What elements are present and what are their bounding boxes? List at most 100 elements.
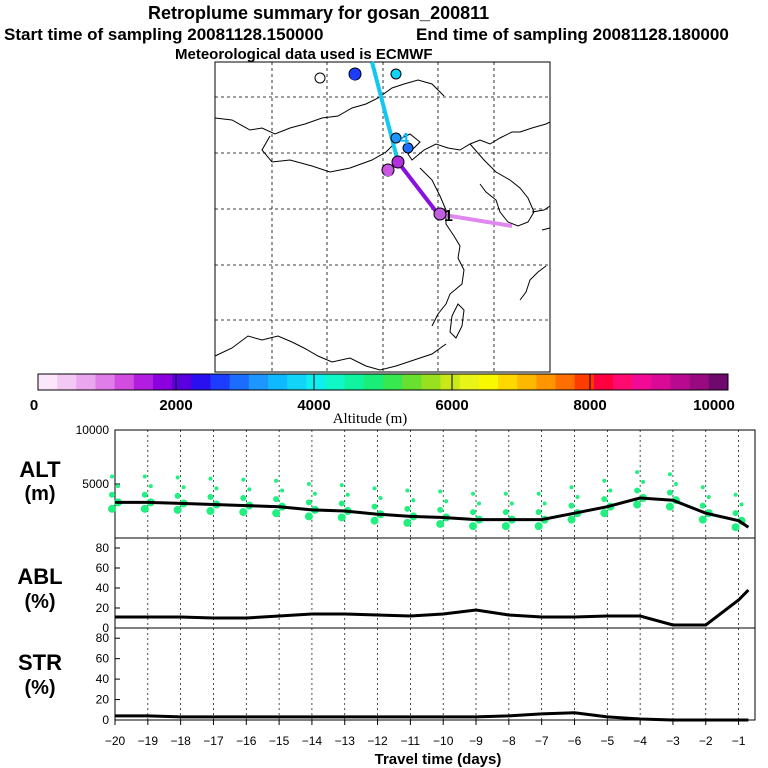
x-tick-label: −14 <box>302 734 323 748</box>
colorbar-cell <box>38 374 58 390</box>
alt-panel-unit: (m) <box>24 483 55 505</box>
alt-scatter-point <box>140 504 149 513</box>
x-tick-label: −9 <box>469 734 483 748</box>
alt-scatter-point <box>272 509 281 518</box>
trajectory-day-labels: 1 2 3 4 <box>350 67 453 225</box>
alt-scatter-point <box>699 502 706 509</box>
alt-scatter-point <box>535 509 542 516</box>
trajectory-marker <box>402 142 414 154</box>
colorbar-cell <box>459 374 480 390</box>
alt-scatter-point <box>608 488 613 493</box>
alt-scatter-point <box>509 501 514 506</box>
x-tick-label: −10 <box>433 734 454 748</box>
alt-scatter-point <box>700 485 705 490</box>
colorbar-cell <box>248 374 269 390</box>
x-tick-label: −8 <box>502 734 516 748</box>
trajectory-marker <box>348 67 362 81</box>
x-tick-label: −15 <box>269 734 290 748</box>
alt-scatter-point <box>673 482 678 486</box>
alt-scatter-point <box>601 496 608 503</box>
colorbar-cell <box>306 374 326 390</box>
alt-scatter-point <box>372 486 377 491</box>
colorbar-cell <box>536 374 556 390</box>
colorbar-cell <box>172 374 192 390</box>
alt-scatter-point <box>471 491 476 496</box>
x-tick-label: −3 <box>666 734 680 748</box>
alt-scatter-point <box>148 484 153 489</box>
alt-scatter-point <box>542 501 547 506</box>
abl-panel-unit: (%) <box>24 591 55 613</box>
colorbar-cell <box>689 374 710 390</box>
alt-scatter-point <box>306 482 311 486</box>
colorbar-tick-label: 2000 <box>159 397 192 414</box>
colorbar-cell <box>555 374 576 390</box>
x-tick-label: −6 <box>568 734 582 748</box>
alt-scatter-point <box>337 513 346 522</box>
colorbar-cell <box>498 374 518 390</box>
colorbar-label: Altitude (m) <box>333 411 408 427</box>
alt-scatter-point <box>503 491 508 496</box>
y-tick-label: 0 <box>102 713 109 727</box>
end-time-label: End time of sampling 20081128.180000 <box>416 25 729 44</box>
alt-scatter-point <box>241 477 246 482</box>
alt-scatter-point <box>568 502 575 509</box>
coastlines <box>214 79 551 371</box>
map-panel: 1 2 3 4 <box>214 61 551 373</box>
alt-scatter-point <box>142 474 147 479</box>
alt-scatter-point <box>110 474 114 479</box>
alt-scatter-point <box>665 502 674 511</box>
y-tick-label: 80 <box>96 631 110 645</box>
colorbar-cell <box>363 374 384 390</box>
colorbar-cell <box>76 374 96 390</box>
map-gridlines <box>215 62 550 372</box>
alt-scatter-point <box>666 489 673 496</box>
colorbar-cell <box>383 374 403 390</box>
colorbar-cell <box>114 374 135 390</box>
colorbar-cell <box>229 374 250 390</box>
y-tick-label: 20 <box>96 693 110 707</box>
trajectory-marker <box>381 163 395 177</box>
alt-scatter-point <box>116 484 120 489</box>
trajectory-marker <box>433 207 447 221</box>
x-tick-label: −2 <box>699 734 713 748</box>
x-tick-label: −11 <box>401 734 421 748</box>
alt-scatter-point <box>214 486 219 491</box>
alt-scatter-point <box>502 509 509 516</box>
alt-scatter-point <box>569 485 574 490</box>
alt-panel-label: ALT <box>19 457 61 482</box>
start-time-label: Start time of sampling 20081128.150000 <box>4 25 324 44</box>
series-line-abl <box>115 588 750 627</box>
alt-scatter-point <box>534 522 543 531</box>
alt-scatter-point <box>469 522 478 531</box>
alt-scatter-point <box>274 478 279 483</box>
meteo-label: Meteorological data used is ECMWF <box>175 46 433 63</box>
x-tick-label: −5 <box>600 734 614 748</box>
colorbar-tick-label: 0 <box>30 397 38 414</box>
alt-scatter-point <box>239 508 248 517</box>
x-tick-label: −17 <box>203 734 224 748</box>
panel-frame-alt <box>114 429 756 539</box>
x-tick-label: −12 <box>367 734 388 748</box>
str-panel-unit: (%) <box>24 677 55 699</box>
colorbar-cell <box>325 374 346 390</box>
alt-scatter-point <box>173 505 182 514</box>
alt-scatter-point <box>706 494 711 499</box>
alt-scatter-point <box>305 499 312 506</box>
y-tick-label: 10000 <box>76 423 110 437</box>
trajectory-segment-1 <box>437 212 513 228</box>
colorbar-cell <box>268 374 288 390</box>
colorbar-cell <box>651 374 671 390</box>
alt-scatter-point <box>641 479 646 484</box>
alt-scatter-point <box>470 509 477 516</box>
alt-scatter-point <box>273 496 280 503</box>
str-panel-label: STR <box>18 650 62 675</box>
colorbar-cell <box>153 374 173 390</box>
x-tick-label: −13 <box>335 734 356 748</box>
y-tick-label: 20 <box>96 601 110 615</box>
alt-scatter-point <box>208 476 213 481</box>
y-tick-label: 60 <box>96 652 110 666</box>
alt-scatter-point <box>174 492 181 499</box>
alt-scatter-point <box>370 516 379 525</box>
day-label: 1 <box>444 208 453 225</box>
colorbar-cell <box>670 374 691 390</box>
